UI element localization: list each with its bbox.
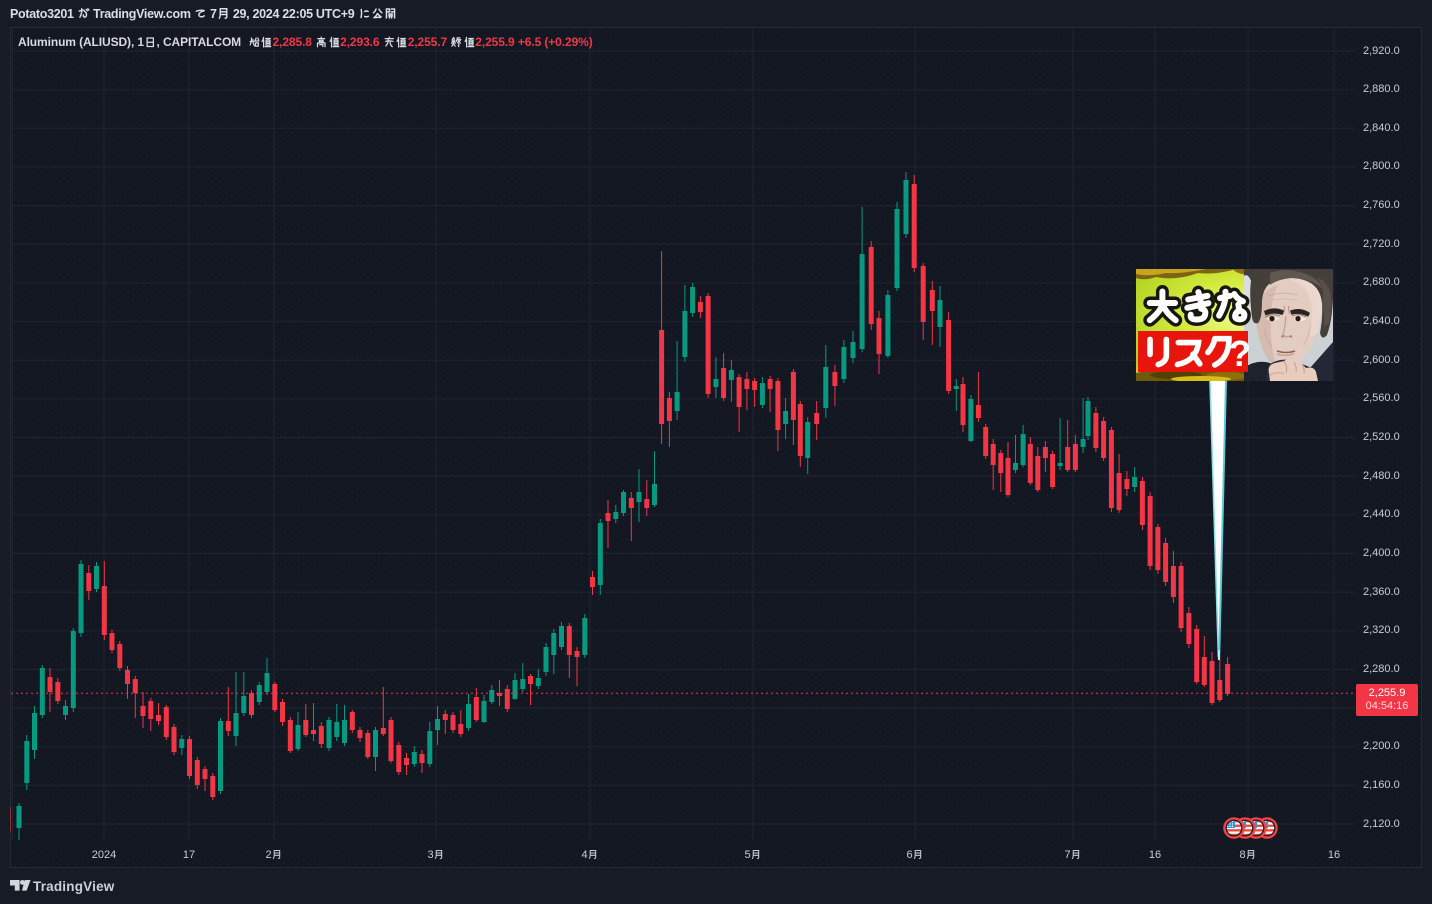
svg-text:?: ? bbox=[1229, 333, 1251, 374]
